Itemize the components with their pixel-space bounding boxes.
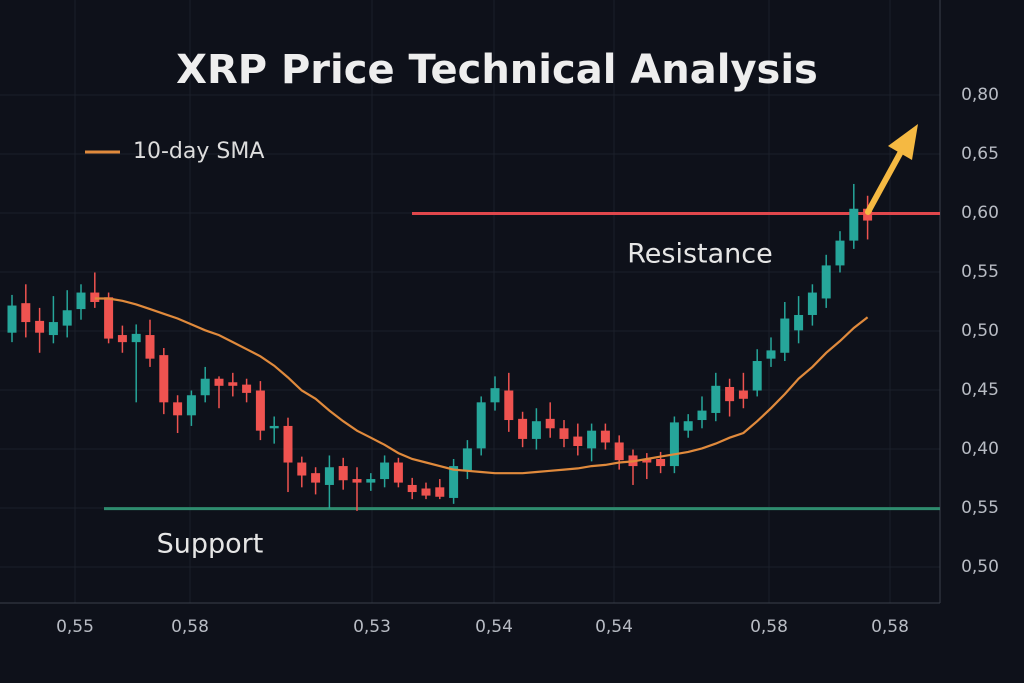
y-tick-label: 0,80 [961,85,999,105]
sma-line [94,297,869,475]
candle-body [807,292,817,315]
candle-body [62,310,72,326]
candle-body [518,418,528,439]
candle-body [711,385,721,413]
legend-label: 10-day SMA [133,139,264,164]
x-tick-label: 0,54 [475,617,513,637]
candle-body [573,436,583,447]
candle-body [849,208,859,241]
y-tick-label: 0,40 [961,439,999,459]
y-tick-label: 0,55 [961,498,999,518]
x-tick-label: 0,58 [750,617,788,637]
candle-body [90,292,100,302]
y-tick-label: 0,60 [961,203,999,223]
candle-body [200,378,210,396]
candle-body [504,390,514,421]
candle-body [462,448,472,471]
candle-body [173,402,183,416]
candle-body [380,462,390,480]
y-tick-label: 0,65 [961,144,999,164]
candle-body [131,333,141,343]
candle-body [656,458,666,467]
candle-body [228,382,238,386]
candle-body [697,410,707,421]
candle-body [352,479,362,483]
candle-body [835,240,845,266]
candle-body [186,395,196,416]
candle-body [283,425,293,463]
candle-body [600,430,610,443]
candle-body [449,466,459,498]
trend-arrow-head [888,124,918,160]
candle-body [214,378,224,386]
candle-body [766,350,776,359]
plot-area [7,183,940,511]
candle-body [159,355,169,403]
candle-body [7,305,17,333]
candle-body [311,473,321,483]
candle-body [35,320,45,333]
candle-body [145,335,155,359]
y-tick-label: 0,55 [961,262,999,282]
candle-body [614,442,624,461]
candle-body [752,361,762,391]
candle-body [794,314,804,331]
candle-body [738,390,748,399]
x-tick-label: 0,58 [171,617,209,637]
level-label: Support [157,529,264,560]
candle-body [324,467,334,485]
candle-body [366,479,376,483]
candle-body [476,402,486,449]
candle-body [725,386,735,402]
candle-body [642,458,652,463]
y-tick-label: 0,50 [961,557,999,577]
candle-body [435,487,445,497]
candle-body [559,428,569,439]
level-label: Resistance [627,239,773,270]
y-tick-label: 0,50 [961,321,999,341]
candle-body [587,430,597,449]
candle-body [490,388,500,403]
candle-body [255,390,265,431]
candle-body [407,484,417,493]
candle-body [545,418,555,429]
chart-title: XRP Price Technical Analysis [176,47,818,93]
candle-body [269,425,279,429]
candle-body [242,384,252,393]
candle-body [297,462,307,476]
candle-body [393,462,403,483]
candle-body [669,422,679,467]
x-tick-label: 0,53 [353,617,391,637]
trend-arrow [865,145,906,215]
x-tick-label: 0,58 [871,617,909,637]
candle-body [338,466,348,481]
candle-body [21,303,31,323]
candle-body [76,292,86,310]
candle-body [531,421,541,439]
y-tick-label: 0,45 [961,380,999,400]
candle-body [421,488,431,496]
x-tick-label: 0,54 [595,617,633,637]
x-tick-label: 0,55 [56,617,94,637]
candle-body [117,335,127,343]
candle-body [683,421,693,431]
candle-body [821,265,831,299]
candle-body [780,318,790,353]
candle-body [104,297,114,339]
candle-body [48,322,58,336]
